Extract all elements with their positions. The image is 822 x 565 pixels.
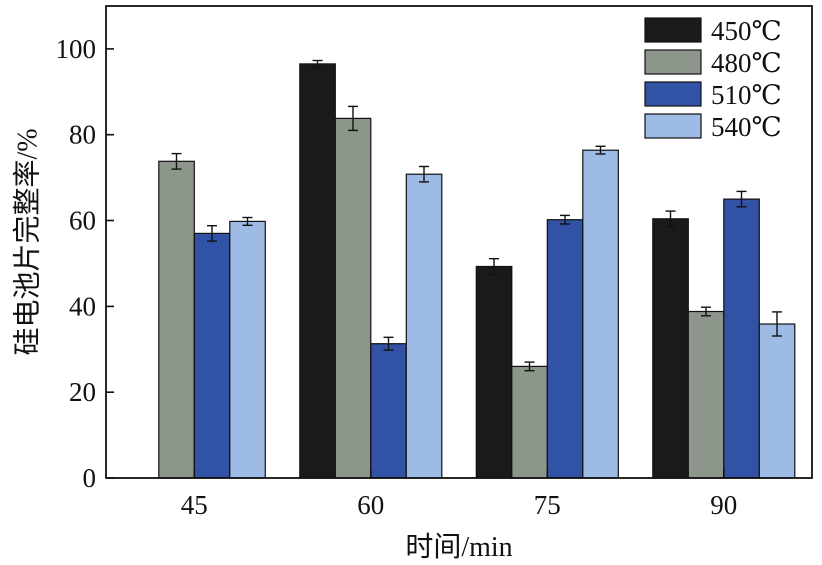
error-bar-540c-90 xyxy=(772,311,782,337)
error-bar-450c-75 xyxy=(489,258,499,275)
legend-label-450c: 450℃ xyxy=(711,16,782,46)
y-tick-label-0: 0 xyxy=(83,463,97,493)
legend-swatch-480c xyxy=(644,49,702,75)
error-bar-480c-60 xyxy=(348,105,358,132)
error-bar-510c-90 xyxy=(736,190,747,208)
error-bar-510c-45 xyxy=(207,224,217,242)
bar-510c-45 xyxy=(193,232,231,479)
x-tick-label-75: 75 xyxy=(534,490,561,520)
x-axis-title: 时间/min xyxy=(405,531,512,563)
y-tick-label-40: 40 xyxy=(69,291,96,321)
legend-swatch-510c xyxy=(644,81,702,107)
error-bar-540c-60 xyxy=(419,165,429,183)
legend-swatch-540c xyxy=(644,113,702,139)
bar-450c-90 xyxy=(652,218,689,479)
bar-540c-45 xyxy=(229,220,266,479)
y-tick-label-80: 80 xyxy=(69,120,96,150)
x-tick-label-45: 45 xyxy=(181,490,208,520)
error-bar-540c-45 xyxy=(242,216,253,227)
bar-480c-60 xyxy=(334,117,372,479)
error-bar-450c-60 xyxy=(312,59,323,69)
bar-540c-90 xyxy=(758,323,796,479)
y-tick-label-20: 20 xyxy=(69,377,96,407)
plot-frame xyxy=(105,5,813,479)
legend-label-480c: 480℃ xyxy=(711,48,782,78)
bar-450c-75 xyxy=(475,265,513,479)
bar-540c-60 xyxy=(405,173,443,479)
error-bar-510c-75 xyxy=(560,214,570,225)
axes: 0 20 40 60 80 100 45 60 75 90 xyxy=(56,5,813,520)
error-bar-450c-90 xyxy=(665,210,676,228)
x-tick-label-90: 90 xyxy=(710,490,737,520)
bar-480c-90 xyxy=(687,310,725,479)
error-bar-540c-75 xyxy=(595,145,606,155)
bar-480c-75 xyxy=(511,365,548,479)
error-bar-480c-45 xyxy=(171,152,182,170)
legend-swatch-450c xyxy=(644,17,702,43)
bar-510c-75 xyxy=(546,219,584,479)
plot-area xyxy=(158,59,796,479)
bar-450c-60 xyxy=(299,63,336,479)
y-axis-title: 硅电池片完整率/% xyxy=(11,128,43,355)
bar-480c-45 xyxy=(158,160,195,479)
bar-510c-60 xyxy=(370,343,407,479)
error-bar-480c-90 xyxy=(701,306,711,317)
bar-540c-75 xyxy=(582,149,619,479)
y-tick-label-60: 60 xyxy=(69,206,96,236)
legend-label-510c: 510℃ xyxy=(711,80,782,110)
bar-510c-90 xyxy=(723,198,760,479)
legend-label-540c: 540℃ xyxy=(711,112,782,142)
x-tick-label-60: 60 xyxy=(357,490,384,520)
y-tick-label-100: 100 xyxy=(56,34,97,64)
error-bar-480c-75 xyxy=(524,361,535,372)
error-bar-510c-60 xyxy=(383,336,394,351)
